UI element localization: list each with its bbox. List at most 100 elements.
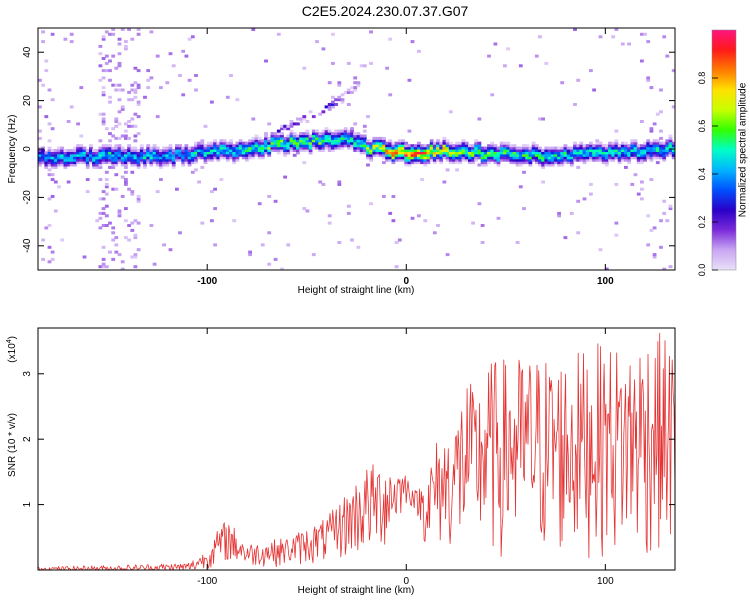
heatmap-cell [362, 129, 367, 133]
heatmap-cell [327, 132, 332, 136]
heatmap-cell [136, 28, 141, 31]
heatmap-cell [152, 144, 157, 148]
heatmap-cell [477, 141, 482, 145]
heatmap-cell [432, 146, 437, 150]
heatmap-cell [340, 134, 345, 138]
heatmap-cell [538, 149, 542, 152]
heatmap-cell [436, 144, 440, 148]
heatmap-cell [534, 158, 539, 162]
heatmap-cell [640, 144, 644, 148]
heatmap-cell [655, 112, 660, 116]
heatmap-cell [566, 161, 571, 165]
heatmap-cell [114, 83, 119, 87]
heatmap-cell [302, 149, 307, 152]
heatmap-cell [260, 243, 265, 247]
heatmap-cell [264, 132, 268, 136]
heatmap-cell [436, 156, 440, 160]
heatmap-cell [455, 168, 459, 172]
heatmap-cell [149, 76, 154, 80]
heatmap-cell [503, 146, 507, 150]
heatmap-cell [394, 265, 399, 269]
heatmap-cell [251, 156, 256, 160]
heatmap-cell [480, 149, 485, 152]
heatmap-cell [522, 161, 526, 165]
heatmap-cell [534, 156, 539, 160]
heatmap-cell [219, 141, 224, 145]
heatmap-cell [388, 146, 393, 150]
heatmap-cell [44, 226, 49, 230]
heatmap-cell [130, 156, 135, 160]
heatmap-cell [171, 149, 176, 152]
heatmap-cell [566, 158, 571, 162]
heatmap-cell [248, 250, 252, 254]
heatmap-cell [598, 158, 603, 162]
heatmap-cell [675, 151, 679, 154]
heatmap-cell [311, 132, 316, 136]
heatmap-cell [515, 149, 520, 152]
heatmap-cell [127, 28, 131, 31]
heatmap-cell [38, 136, 42, 140]
heatmap-cell [522, 151, 526, 155]
heatmap-cell [420, 156, 424, 160]
heatmap-cell [378, 153, 383, 157]
heatmap-cell [197, 141, 201, 145]
heatmap-cell [547, 161, 552, 165]
heatmap-cell [197, 144, 201, 148]
heatmap-cell [404, 161, 409, 165]
heatmap-cell [257, 149, 262, 152]
heatmap-cell [238, 149, 243, 152]
heatmap-cell [114, 173, 119, 177]
heatmap-cell [315, 139, 319, 143]
heatmap-cell [190, 170, 195, 174]
heatmap-cell [47, 151, 52, 155]
heatmap-cell [662, 149, 667, 152]
heatmap-cell [38, 78, 42, 82]
heatmap-cell [305, 146, 310, 150]
heatmap-cell [401, 144, 405, 148]
heatmap-cell [388, 153, 393, 157]
heatmap-cell [611, 141, 616, 145]
heatmap-cell [547, 158, 552, 162]
heatmap-cell [79, 151, 84, 155]
heatmap-cell [124, 236, 128, 240]
heatmap-cell [445, 146, 450, 150]
heatmap-cell [675, 135, 679, 138]
heatmap-cell [445, 139, 450, 143]
heatmap-cell [560, 158, 565, 162]
heatmap-cell [646, 141, 651, 145]
heatmap-cell [92, 158, 96, 162]
heatmap-cell [117, 64, 122, 68]
heatmap-cell [563, 144, 568, 148]
heatmap-cell [544, 146, 549, 150]
heatmap-cell [296, 151, 300, 155]
heatmap-cell [155, 115, 160, 119]
heatmap-cell [452, 144, 456, 148]
heatmap-cell [624, 151, 628, 155]
heatmap-cell [66, 163, 71, 167]
heatmap-cell [248, 141, 252, 145]
heatmap-cell [162, 149, 166, 152]
heatmap-cell [445, 151, 450, 155]
heatmap-cell [124, 178, 128, 181]
heatmap-cell [487, 153, 491, 157]
heatmap-cell [89, 158, 93, 162]
heatmap-cell [130, 149, 135, 152]
heatmap-cell [362, 136, 367, 140]
heatmap-cell [646, 153, 651, 157]
heatmap-cell [229, 153, 233, 157]
heatmap-cell [98, 161, 103, 165]
heatmap-cell [66, 156, 71, 160]
snr-ytick-label: 2 [22, 436, 33, 442]
heatmap-cell [235, 146, 240, 150]
heatmap-cell [133, 151, 138, 155]
heatmap-cell [171, 158, 176, 162]
heatmap-cell [499, 144, 504, 148]
heatmap-cell [114, 236, 119, 240]
heatmap-cell [187, 37, 192, 41]
heatmap-cell [101, 37, 106, 41]
heatmap-cell [554, 149, 558, 152]
heatmap-cell [257, 153, 262, 157]
heatmap-cell [404, 144, 409, 148]
heatmap-cell [155, 161, 160, 165]
heatmap-cell [665, 139, 670, 143]
